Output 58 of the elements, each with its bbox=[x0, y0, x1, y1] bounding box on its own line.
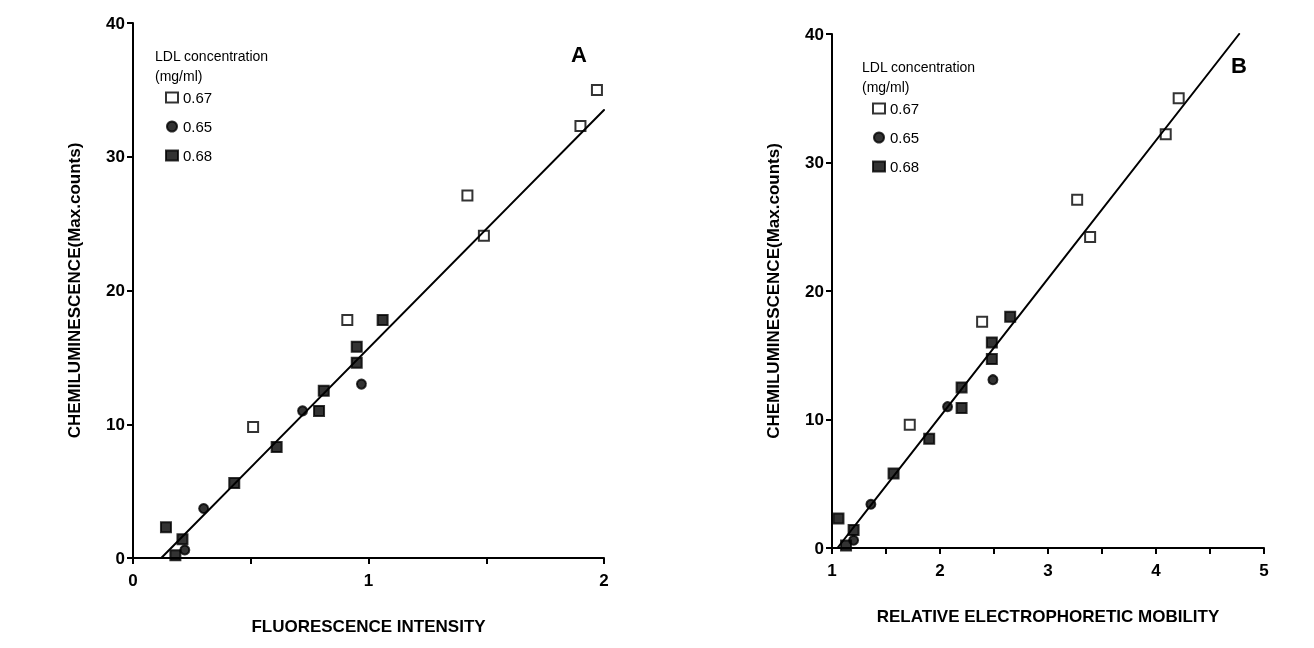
y-tick-label: 40 bbox=[106, 13, 125, 33]
point bbox=[179, 544, 191, 556]
legend-title: LDL concentration (mg/ml) bbox=[862, 59, 976, 95]
x-tick-label: 1 bbox=[363, 571, 374, 590]
point bbox=[1084, 231, 1097, 244]
legend-title: LDL concentration (mg/ml) bbox=[155, 48, 269, 84]
x-tick-label: 3 bbox=[1043, 561, 1053, 580]
y-tick-label: 10 bbox=[805, 410, 824, 429]
x-tick-label: 4 bbox=[1151, 561, 1162, 580]
x-tick-label: 2 bbox=[935, 561, 945, 580]
annotation: B bbox=[1231, 52, 1247, 78]
point bbox=[840, 539, 853, 552]
point bbox=[270, 440, 283, 453]
point bbox=[341, 313, 354, 326]
point bbox=[159, 521, 172, 534]
legend-label: 0.65 bbox=[183, 118, 213, 135]
point bbox=[1071, 193, 1084, 206]
point bbox=[976, 315, 989, 328]
x-tick-label: 1 bbox=[827, 561, 837, 580]
y-axis-title: CHEMILUMINESCENCE(Max.counts) bbox=[65, 142, 84, 439]
x-tick-label: 0 bbox=[128, 571, 138, 590]
point bbox=[574, 119, 587, 132]
legend-label: 0.67 bbox=[183, 89, 213, 106]
point bbox=[313, 404, 326, 417]
point bbox=[169, 549, 182, 562]
y-tick-label: 20 bbox=[805, 281, 824, 301]
y-tick-label: 10 bbox=[106, 414, 125, 434]
y-tick-label: 0 bbox=[814, 538, 824, 558]
point bbox=[247, 420, 260, 433]
point bbox=[987, 374, 999, 386]
x-tick-label: 5 bbox=[1259, 561, 1269, 580]
point bbox=[355, 378, 367, 390]
annotation: A bbox=[571, 41, 588, 67]
x-axis-title: RELATIVE ELECTROPHORETIC MOBILITY bbox=[876, 607, 1220, 626]
point bbox=[350, 340, 363, 353]
x-tick-label: 2 bbox=[599, 571, 609, 590]
point bbox=[1004, 310, 1017, 323]
point bbox=[461, 189, 474, 202]
legend-label: 0.68 bbox=[183, 147, 213, 164]
point bbox=[832, 512, 845, 525]
legend-label: 0.68 bbox=[890, 158, 920, 175]
point bbox=[985, 353, 998, 366]
point bbox=[1172, 92, 1185, 105]
point bbox=[198, 503, 210, 515]
y-axis-title: CHEMILUMINESCENCE(Max.counts) bbox=[764, 143, 783, 439]
y-tick-label: 30 bbox=[106, 147, 125, 167]
legend-label: 0.67 bbox=[890, 100, 920, 117]
y-tick-label: 20 bbox=[106, 281, 125, 300]
point bbox=[376, 313, 389, 326]
point bbox=[903, 418, 916, 431]
point bbox=[985, 336, 998, 349]
y-tick-label: 30 bbox=[805, 153, 824, 172]
point bbox=[955, 401, 968, 414]
legend-label: 0.65 bbox=[890, 129, 920, 146]
point bbox=[590, 83, 603, 96]
x-axis-title: FLUORESCENCE INTENSITY bbox=[251, 617, 487, 636]
point bbox=[923, 432, 936, 445]
y-tick-label: 40 bbox=[805, 24, 824, 44]
